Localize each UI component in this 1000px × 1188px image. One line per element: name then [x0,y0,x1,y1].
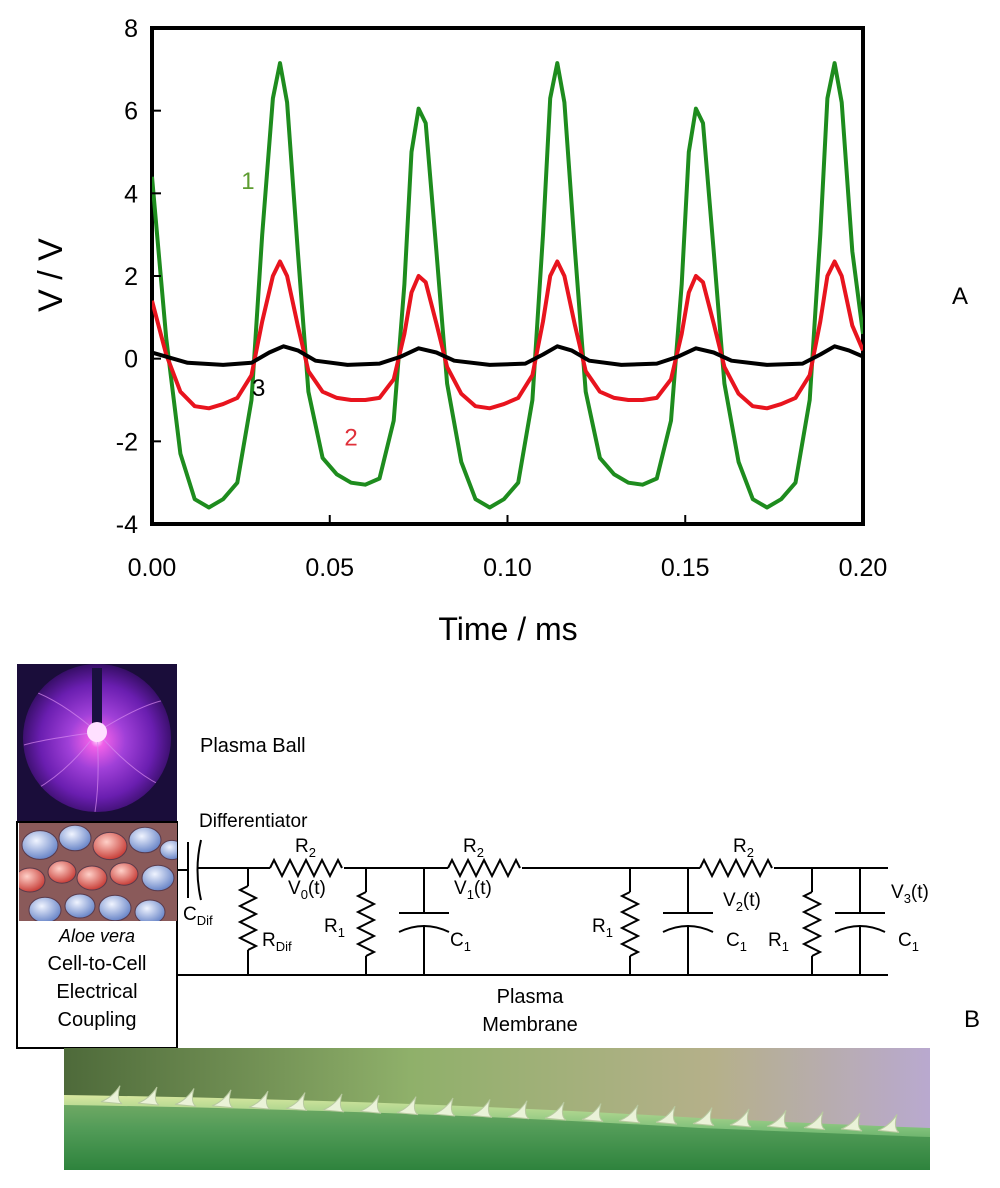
series-line-2 [152,259,863,411]
label-r2-2: R2 [463,836,484,860]
label-v1: V1(t) [454,878,492,902]
series-layer [152,61,863,510]
label-r1-1: R1 [324,916,345,940]
label-c1-2: C1 [726,930,747,954]
aloe-vera-label: Aloe vera [58,926,135,946]
series-annotation-3: 3 [252,375,265,402]
label-c1-3: C1 [898,930,919,954]
series-line-1 [152,61,863,510]
plasma-ball-label: Plasma Ball [200,735,306,757]
series-line-3 [152,344,863,367]
label-rdif: RDif [262,930,292,954]
y-tick-label: 0 [124,346,138,374]
y-tick-label: 2 [124,263,138,291]
aloe-cells-image [19,823,177,921]
differentiator-label: Differentiator [199,811,308,832]
y-tick-label: -4 [116,511,138,539]
y-axis-label: V / V [32,238,70,312]
series-annotations: 1 2 3 [241,168,357,451]
coupling-label-line4: Coupling [58,1009,137,1031]
coupling-label-line2: Cell-to-Cell [48,953,147,975]
plasma-membrane-label-line1: Plasma [497,986,565,1008]
label-r2-1: R2 [295,836,316,860]
label-v2: V2(t) [723,890,761,914]
panel-a-label: A [952,283,968,310]
plasma-membrane-label-line2: Membrane [482,1014,578,1036]
panel-b-label: B [964,1006,980,1033]
series-annotation-2: 2 [344,424,357,451]
circuit-diagram: Plasma Ball Aloe vera Cell-to-Cell Elect… [16,664,930,1170]
x-axis-label: Time / ms [438,611,577,647]
circuit-wires [178,839,888,976]
x-tick-label: 0.20 [839,554,888,582]
label-c1-1: C1 [450,930,471,954]
label-r1-2: R1 [592,916,613,940]
label-cdif: CDif [183,904,213,928]
voltage-chart: -4 -2 0 2 4 6 8 0.00 0.05 0.10 0.15 0.20 1 2 3 V / V… [32,15,887,647]
y-axis-ticks: -4 -2 0 2 4 6 8 [116,15,161,539]
label-r1-3: R1 [768,930,789,954]
component-labels: Differentiator R2 R2 R2 CDif RDif R1 R1 … [183,811,929,954]
y-tick-label: -2 [116,428,138,456]
coupling-label-line3: Electrical [56,981,137,1003]
label-v3: V3(t) [891,882,929,906]
x-tick-label: 0.00 [128,554,177,582]
x-tick-label: 0.15 [661,554,710,582]
y-tick-label: 8 [124,15,138,43]
aloe-leaf-image [64,1048,930,1170]
label-v0: V0(t) [288,878,326,902]
series-annotation-1: 1 [241,168,254,195]
x-tick-label: 0.05 [305,554,354,582]
x-tick-label: 0.10 [483,554,532,582]
x-axis-ticks: 0.00 0.05 0.10 0.15 0.20 [128,515,888,582]
label-r2-3: R2 [733,836,754,860]
plasma-ball-image [17,664,177,822]
y-tick-label: 6 [124,98,138,126]
y-tick-label: 4 [124,180,138,208]
